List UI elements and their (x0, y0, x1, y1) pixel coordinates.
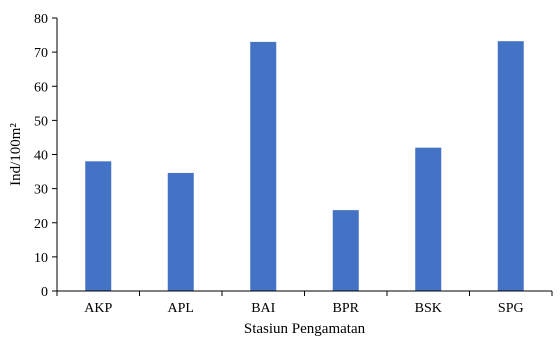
axes-group (52, 17, 553, 296)
x-tick-label: SPG (498, 301, 524, 316)
x-tick-labels: AKP APL BAI BPR BSK SPG (84, 301, 523, 316)
bar-apl (167, 172, 194, 291)
y-tick-label: 30 (34, 183, 48, 198)
y-tick-label: 20 (34, 217, 48, 232)
x-tick-label: BSK (415, 301, 442, 316)
bar-akp (85, 161, 112, 291)
y-tick-labels: 0 10 20 30 40 50 60 70 80 (34, 12, 48, 300)
y-axis-title: Ind/100m² (8, 123, 24, 186)
x-axis-title: Stasiun Pengamatan (244, 321, 366, 337)
bar-bai (250, 41, 277, 291)
y-tick-label: 0 (41, 285, 48, 300)
y-tick-label: 80 (34, 12, 48, 27)
x-tick-label: APL (168, 301, 194, 316)
y-tick-label: 60 (34, 80, 48, 95)
x-tick-label: BAI (251, 301, 275, 316)
bar-bpr (332, 210, 359, 291)
bars-group (85, 41, 524, 292)
x-tick-label: AKP (84, 301, 112, 316)
bar-spg (497, 41, 524, 292)
y-tick-label: 40 (34, 149, 48, 164)
y-tick-label: 70 (34, 46, 48, 61)
y-tick-label: 10 (34, 251, 48, 266)
y-tick-label: 50 (34, 114, 48, 129)
x-tick-label: BPR (333, 301, 360, 316)
bar-bsk (415, 147, 442, 291)
